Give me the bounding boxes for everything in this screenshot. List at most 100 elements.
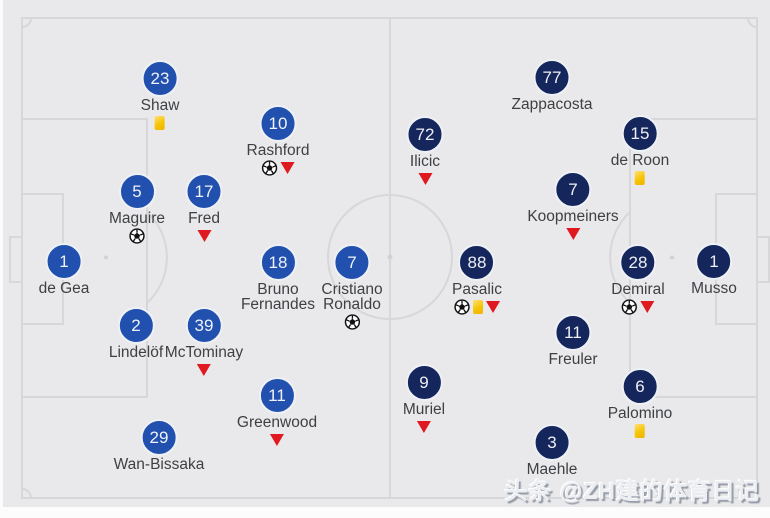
player-number-circle: 10 (259, 105, 297, 142)
player-name: Lindelöf (108, 344, 164, 361)
player-number: 10 (268, 114, 288, 133)
player-marker: 7 Cristiano Ronaldo (321, 244, 383, 330)
football-goal-icon (261, 160, 278, 176)
player-marker: 6 Palomino (608, 368, 672, 438)
bottom-edge-strip (0, 507, 770, 518)
corner-arc (21, 17, 32, 28)
player-name: Demiral (611, 281, 665, 298)
player-number-circle: 72 (406, 116, 444, 153)
player-number: 28 (628, 253, 648, 272)
player-marker: 77 Zappacosta (512, 59, 593, 112)
player-name: Greenwood (236, 414, 318, 431)
player-number: 11 (564, 323, 582, 342)
player-marker: 11 Greenwood (237, 377, 317, 447)
centre-circle (327, 194, 453, 320)
player-status-icons (129, 228, 145, 244)
player-marker: 28 Demiral (611, 244, 665, 315)
player-status-icons (454, 299, 500, 315)
player-number: 1 (709, 252, 719, 271)
player-number: 6 (635, 377, 645, 396)
left-penalty-arc (146, 211, 168, 304)
player-status-icons (418, 172, 432, 186)
player-status-icons (635, 424, 645, 438)
player-number: 23 (150, 69, 170, 88)
player-number: 18 (268, 253, 288, 272)
player-marker: 3 Maehle (527, 424, 577, 477)
substitution-off-triangle-icon (486, 301, 500, 313)
player-number: 15 (630, 124, 650, 143)
player-status-icons (261, 160, 295, 176)
player-name: Bruno Fernandes (240, 281, 316, 313)
player-marker: 15 de Roon (610, 115, 670, 185)
player-status-icons (416, 420, 431, 434)
player-number: 77 (542, 68, 562, 87)
player-number: 29 (149, 428, 169, 447)
player-name: de Roon (610, 152, 670, 169)
player-number-circle: 7 (333, 244, 371, 281)
player-name: Musso (691, 280, 737, 297)
left-edge-strip (0, 0, 3, 518)
player-name: McTominay (164, 344, 244, 361)
player-name: Muriel (402, 401, 446, 418)
player-number: 7 (347, 253, 357, 272)
player-number-circle: 9 (405, 364, 443, 401)
substitution-off-triangle-icon (196, 364, 211, 376)
substitution-off-triangle-icon (416, 421, 431, 433)
player-marker: 23 Shaw (141, 60, 179, 130)
right-penalty-arc (609, 211, 631, 304)
player-marker: 18 Bruno Fernandes (241, 244, 315, 312)
substitution-off-triangle-icon (565, 228, 580, 240)
substitution-off-triangle-icon (640, 301, 655, 313)
corner-arc (747, 488, 758, 499)
player-number-circle: 11 (258, 377, 296, 414)
player-number: 7 (568, 180, 578, 199)
player-number-circle: 29 (140, 419, 178, 456)
player-status-icons (196, 363, 211, 377)
player-name: Freuler (548, 351, 598, 368)
player-number-circle: 39 (185, 307, 223, 344)
left-goal (9, 236, 23, 283)
player-number: 9 (419, 373, 429, 392)
player-name: de Gea (38, 280, 90, 297)
player-number: 1 (59, 252, 69, 271)
player-marker: 11 Freuler (548, 314, 598, 368)
player-name: Rashford (246, 142, 310, 159)
player-status-icons (634, 171, 645, 185)
player-marker: 17 Fred (185, 173, 223, 243)
player-name: Ilicic (409, 153, 441, 170)
player-marker: 10 Rashford (246, 105, 310, 176)
football-goal-icon (454, 299, 470, 315)
player-number-circle: 18 (259, 244, 297, 281)
watermark: 头条 @ZH建的体育日记 (504, 478, 760, 504)
player-number-circle: 1 (695, 243, 733, 280)
player-number: 39 (194, 316, 214, 335)
player-number: 3 (547, 433, 557, 452)
substitution-off-triangle-icon (269, 434, 284, 446)
player-status-icons (269, 433, 284, 447)
player-marker: 9 Muriel (403, 364, 445, 434)
player-number-circle: 88 (458, 244, 496, 281)
player-marker: 2 Lindelöf (109, 307, 163, 360)
player-number: 2 (131, 316, 141, 335)
player-number: 88 (467, 253, 487, 272)
player-name: Wan-Bissaka (113, 456, 205, 473)
player-status-icons (197, 229, 211, 243)
player-number: 72 (415, 125, 435, 144)
player-marker: 88 Pasalic (452, 244, 502, 315)
corner-arc (747, 17, 758, 28)
yellow-card-icon (155, 116, 165, 130)
left-penalty-spot (104, 255, 108, 260)
football-goal-icon (129, 228, 145, 244)
player-number: 11 (268, 386, 286, 405)
player-name: Cristiano Ronaldo (321, 281, 383, 313)
player-marker: 1 Musso (691, 243, 737, 296)
player-name: Zappacosta (511, 96, 593, 113)
player-number-circle: 1 (45, 243, 83, 280)
player-number-circle: 28 (619, 244, 657, 281)
substitution-off-triangle-icon (197, 230, 211, 242)
player-marker: 1 de Gea (38, 243, 90, 297)
player-name: Fred (188, 210, 220, 227)
player-marker: 5 Maguire (109, 173, 165, 244)
player-status-icons (565, 227, 580, 241)
